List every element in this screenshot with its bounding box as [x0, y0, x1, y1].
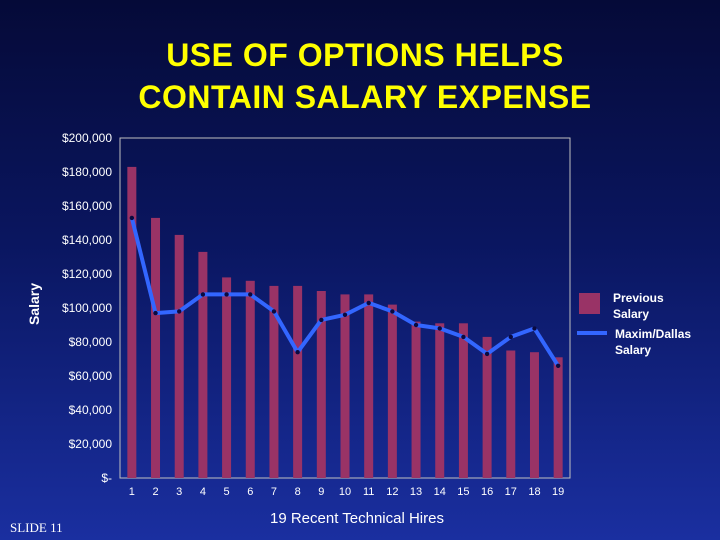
legend-label-maxim: Salary: [615, 343, 651, 357]
x-tick-label: 11: [363, 486, 374, 498]
line-point: [271, 309, 277, 314]
x-tick-label: 17: [505, 486, 517, 498]
line-point: [129, 215, 135, 221]
y-tick-label: $140,000: [62, 233, 112, 247]
line-point: [555, 363, 561, 368]
x-tick-label: 8: [295, 486, 301, 498]
x-tick-label: 13: [410, 486, 422, 498]
x-tick-label: 9: [318, 486, 324, 498]
line-point: [484, 351, 490, 357]
y-tick-label: $160,000: [62, 199, 112, 213]
line-point: [413, 322, 419, 328]
x-tick-label: 16: [481, 486, 493, 498]
line-point: [153, 310, 158, 316]
y-tick-label: $120,000: [62, 267, 112, 281]
y-tick-label: $100,000: [62, 301, 112, 315]
y-tick-label: $80,000: [69, 335, 113, 349]
bar: [364, 294, 374, 478]
legend-swatch-previous: [579, 293, 600, 314]
x-tick-label: 10: [339, 486, 351, 498]
y-tick-label: $60,000: [69, 369, 113, 383]
line-point: [342, 312, 348, 317]
bar: [553, 357, 563, 478]
bar: [411, 321, 421, 478]
slide-title: USE OF OPTIONS HELPS CONTAIN SALARY EXPE…: [60, 34, 670, 118]
bar: [151, 217, 161, 478]
x-tick-label: 14: [434, 486, 446, 498]
bar: [198, 251, 208, 478]
x-tick-label: 15: [457, 486, 469, 498]
x-tick-label: 1: [129, 486, 135, 498]
y-tick-label: $40,000: [69, 403, 113, 417]
line-point: [295, 350, 300, 355]
bar: [387, 304, 397, 478]
x-axis-label: 19 Recent Technical Hires: [270, 510, 444, 527]
x-tick-label: 3: [176, 486, 182, 498]
bar: [340, 294, 350, 478]
y-axis-label: Salary: [26, 283, 42, 325]
slide-number: SLIDE 11: [10, 520, 63, 535]
bar: [127, 166, 137, 478]
x-tick-label: 7: [271, 486, 277, 498]
bar: [245, 280, 255, 478]
bar: [316, 291, 326, 478]
x-tick-label: 2: [152, 486, 158, 498]
line-point: [437, 326, 442, 331]
y-tick-label: $20,000: [69, 437, 113, 451]
y-tick-label: $-: [101, 471, 112, 485]
x-tick-label: 4: [200, 486, 206, 498]
y-tick-label: $180,000: [62, 165, 112, 179]
bar: [222, 277, 232, 478]
line-point: [461, 334, 466, 340]
title-line-2: CONTAIN SALARY EXPENSE: [138, 79, 592, 115]
line-point: [366, 300, 371, 306]
line-point: [177, 309, 182, 314]
line-point: [532, 326, 537, 331]
bar: [482, 336, 492, 478]
legend-label-maxim: Maxim/Dallas: [615, 327, 691, 341]
x-tick-label: 19: [552, 486, 564, 498]
x-tick-label: 18: [528, 486, 540, 498]
bar: [458, 323, 468, 478]
line-point: [224, 292, 229, 297]
x-tick-label: 12: [386, 486, 398, 498]
legend-label-previous: Salary: [613, 307, 649, 321]
x-tick-label: 5: [224, 486, 230, 498]
line-point: [319, 317, 324, 323]
bar: [529, 352, 539, 478]
legend-label-previous: Previous: [613, 291, 664, 305]
line-point: [508, 334, 513, 340]
line-point: [248, 292, 253, 297]
title-line-1: USE OF OPTIONS HELPS: [166, 37, 564, 73]
bar: [293, 285, 303, 478]
bar: [506, 350, 516, 478]
bar: [269, 285, 279, 478]
line-point: [390, 309, 395, 314]
bar: [174, 234, 184, 478]
line-point: [200, 292, 206, 297]
x-tick-label: 6: [247, 486, 253, 498]
bar: [435, 323, 445, 478]
y-tick-label: $200,000: [62, 131, 112, 145]
